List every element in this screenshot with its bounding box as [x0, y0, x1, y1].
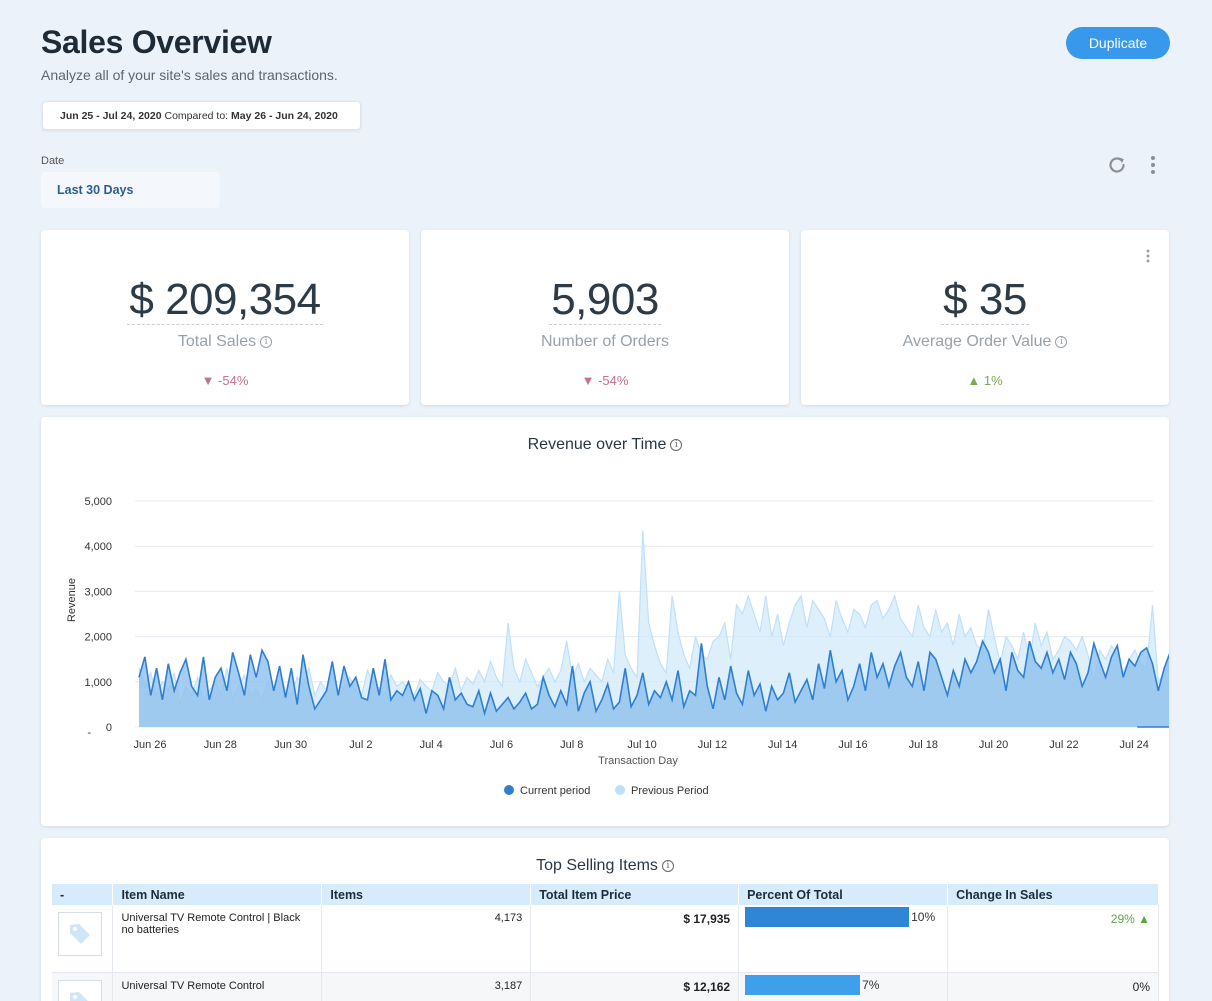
item-count: 4,173 — [321, 905, 532, 973]
previous-period-line — [138, 530, 1169, 705]
x-tick-label: Jul 24 — [1120, 739, 1149, 751]
product-thumbnail — [58, 912, 102, 956]
change-in-sales: 0% — [947, 972, 1159, 1001]
kpi-card-orders: 5,903 Number of Orders ▼ -54% — [421, 230, 789, 405]
x-tick-label: Jul 18 — [909, 739, 938, 751]
x-tick-label: Jul 14 — [768, 739, 797, 751]
kpi-label: Number of Orders — [540, 333, 670, 350]
previous-range: May 26 - Jun 24, 2020 — [231, 109, 338, 122]
x-tick-label: Jul 6 — [490, 739, 513, 751]
kpi-change: ▼ -54% — [201, 373, 249, 388]
more-options-icon[interactable] — [1146, 154, 1160, 176]
kpi-label: Total Sales — [177, 333, 257, 350]
product-thumbnail — [58, 979, 102, 1001]
info-icon[interactable]: i — [260, 335, 273, 348]
kpi-value: $ 35 — [941, 275, 1029, 325]
page-subtitle: Analyze all of your site's sales and tra… — [41, 67, 338, 83]
x-tick-label: Jul 20 — [979, 739, 1008, 751]
revenue-chart-card: Revenue over Time i 5,000 4,000 3,000 2,000 1… — [41, 417, 1169, 826]
x-tick-label: Jul 8 — [560, 739, 583, 751]
x-tick-label: Jun 30 — [274, 739, 307, 751]
percent-bar — [745, 974, 861, 995]
column-header[interactable]: Item Name — [112, 884, 323, 905]
kpi-card-avg-order: $ 35 Average Order Value i ▲ 1% — [801, 230, 1169, 405]
table-title: Top Selling Items — [536, 857, 658, 874]
y-tick-label: 4,000 — [84, 541, 112, 553]
info-icon[interactable]: i — [661, 859, 674, 872]
page-title: Sales Overview — [41, 24, 272, 60]
column-header[interactable]: Change In Sales — [947, 884, 1159, 905]
kpi-value: 5,903 — [549, 275, 661, 325]
y-tick-label: 5,000 — [84, 496, 112, 508]
item-name: Universal TV Remote Control — [112, 972, 323, 1001]
date-range-summary[interactable]: Jun 25 - Jul 24, 2020 Compared to: May 2… — [42, 101, 361, 130]
item-price: $ 17,935 — [530, 905, 740, 973]
top-selling-card: Top Selling Items i - Item Name Items Tot… — [41, 838, 1169, 1001]
x-tick-label: Jun 26 — [133, 739, 166, 751]
current-period-area — [139, 641, 1169, 727]
card-more-icon[interactable] — [1145, 248, 1151, 264]
current-period-line — [138, 638, 1169, 717]
column-header[interactable]: Items — [321, 884, 532, 905]
info-icon[interactable]: i — [1055, 335, 1068, 348]
y-tick-label: 3,000 — [84, 586, 112, 598]
chart-title: Revenue over Time — [527, 436, 667, 453]
item-price: $ 12,162 — [530, 972, 740, 1001]
column-header[interactable]: Percent Of Total — [738, 884, 949, 905]
info-icon[interactable]: i — [670, 438, 683, 451]
duplicate-button[interactable]: Duplicate — [1066, 27, 1170, 59]
item-name: Universal TV Remote Control | Black no b… — [112, 905, 323, 973]
x-tick-label: Jun 28 — [204, 739, 237, 751]
x-tick-label: Jul 4 — [420, 739, 443, 751]
legend-marker-previous — [615, 785, 625, 795]
legend-label-current: Current period — [520, 785, 590, 797]
item-count: 3,187 — [321, 972, 532, 1001]
percent-bar — [745, 907, 910, 927]
y-axis-label: Revenue — [66, 578, 78, 622]
kpi-change: ▼ -54% — [581, 373, 629, 388]
kpi-label: Average Order Value — [902, 333, 1052, 350]
percent-text: 7% — [862, 977, 880, 992]
percent-text: 10% — [911, 910, 936, 924]
x-tick-label: Jul 12 — [698, 739, 727, 751]
y-tick-label: 1,000 — [84, 677, 112, 689]
legend-label-previous: Previous Period — [631, 785, 709, 797]
compared-label: Compared to: — [164, 109, 229, 122]
legend-marker-current — [504, 785, 514, 795]
x-tick-label: Jul 16 — [838, 739, 867, 751]
change-in-sales: 29% ▲ — [947, 905, 1159, 973]
x-tick-label: Jul 22 — [1049, 739, 1078, 751]
x-tick-label: Jul 2 — [349, 739, 372, 751]
previous-period-area — [139, 530, 1169, 727]
kpi-change: ▲ 1% — [967, 373, 1003, 388]
current-range: Jun 25 - Jul 24, 2020 — [60, 109, 162, 122]
table-header-row: - Item Name Items Total Item Price Perce… — [52, 884, 1159, 905]
x-axis-label: Transaction Day — [598, 755, 678, 767]
refresh-icon[interactable] — [1106, 154, 1128, 176]
y-tick-label: 0 — [106, 722, 112, 734]
kpi-card-total-sales: $ 209,354 Total Sales i ▼ -54% — [41, 230, 409, 405]
column-header[interactable]: Total Item Price — [530, 884, 740, 905]
date-filter-select[interactable]: Last 30 Days — [41, 172, 220, 208]
x-tick-label: Jul 10 — [627, 739, 656, 751]
kpi-value: $ 209,354 — [127, 275, 323, 325]
y-tick-label: 2,000 — [84, 632, 112, 644]
top-selling-table: - Item Name Items Total Item Price Perce… — [52, 884, 1159, 1001]
y-tick-label: - — [87, 727, 91, 739]
revenue-chart[interactable]: 5,000 4,000 3,000 2,000 1,000 0 - Revenue Jun 26… — [41, 417, 1169, 826]
table-row[interactable]: Universal TV Remote Control | Black no b… — [52, 905, 1159, 973]
tag-icon — [70, 924, 90, 944]
table-row[interactable]: Universal TV Remote Control 3,187 $ 12,1… — [52, 972, 1159, 1001]
tag-icon — [70, 991, 89, 1001]
date-filter-label: Date — [41, 155, 65, 167]
column-header[interactable]: - — [52, 884, 114, 905]
